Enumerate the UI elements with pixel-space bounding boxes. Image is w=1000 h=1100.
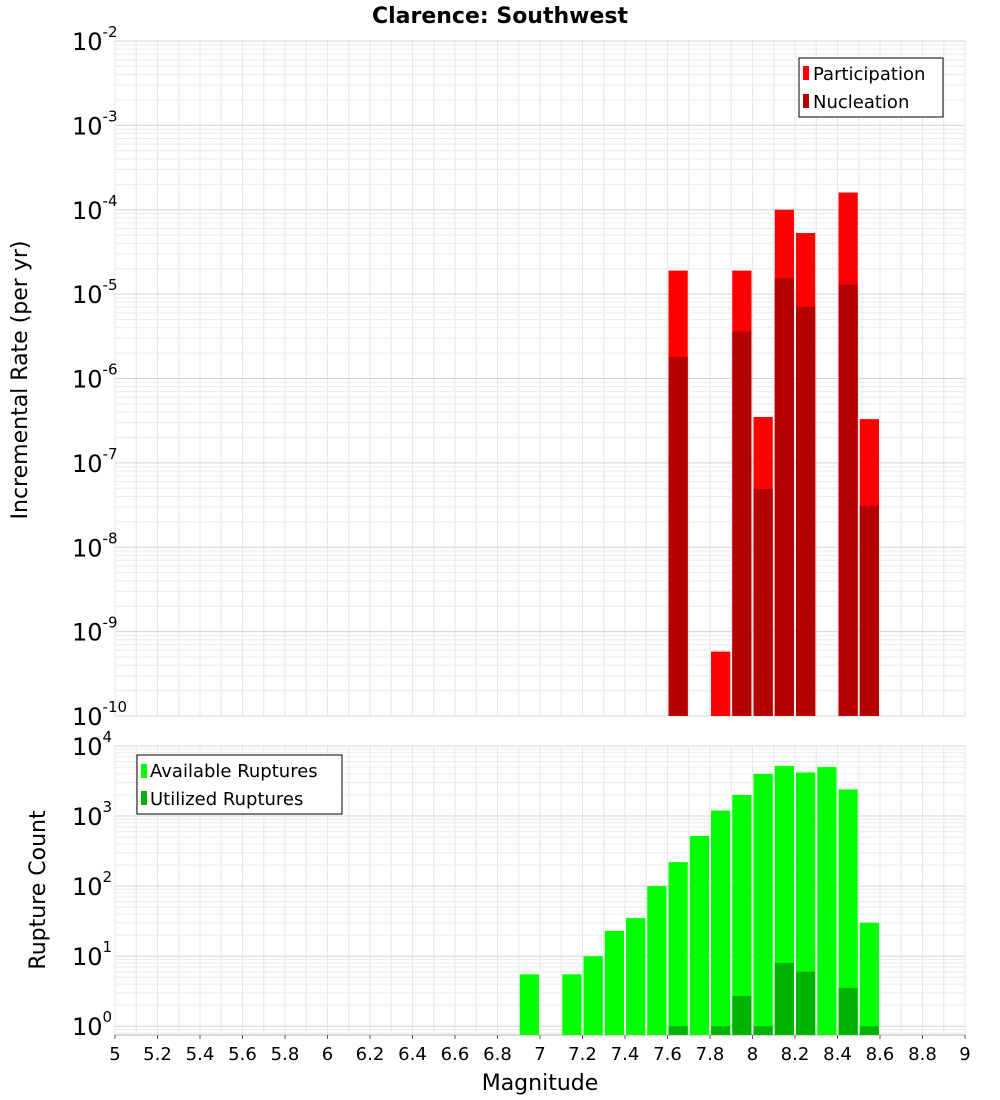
legend-label-nucleation: Nucleation (813, 92, 909, 113)
count-bar-available-ruptures (859, 922, 879, 1035)
x-axis-label: Magnitude (482, 1071, 599, 1096)
bottom-bars (519, 765, 879, 1035)
top-y-tick-labels: 10-10 10-9 10-8 10-7 10-6 10-5 10-4 10-3 10-2 (72, 23, 127, 731)
y-tick-label: 10-2 (72, 23, 118, 56)
y-tick-label: 10-6 (72, 361, 118, 394)
count-bar-available-ruptures (711, 810, 731, 1035)
y-tick-label: 104 (72, 728, 112, 761)
bottom-y-tick-labels: 100 101 102 103 104 (72, 728, 112, 1041)
x-tick-label: 5.4 (186, 1044, 215, 1065)
count-bar-available-ruptures (583, 956, 603, 1035)
rate-bar-participation (711, 651, 731, 716)
legend-label-participation: Participation (813, 64, 925, 85)
rate-bar-nucleation (838, 284, 858, 716)
count-bar-available-ruptures (838, 789, 858, 1035)
x-tick-label: 8 (747, 1044, 758, 1065)
chart-title: Clarence: Southwest (372, 4, 629, 29)
count-bar-available-ruptures (753, 773, 773, 1035)
x-tick-label: 5.8 (271, 1044, 300, 1065)
count-bar-available-ruptures (604, 930, 624, 1035)
legend-swatch-participation (803, 66, 809, 80)
top-legend-box (798, 57, 944, 118)
y-tick-label: 10-10 (72, 698, 127, 731)
y-tick-label: 10-5 (72, 276, 118, 309)
top-gridlines (114, 40, 966, 717)
x-tick-label: 5.2 (143, 1044, 172, 1065)
count-bar-available-ruptures (626, 918, 646, 1035)
x-tick-label: 6 (322, 1044, 333, 1065)
count-bar-utilized-ruptures (838, 988, 858, 1035)
count-bar-utilized-ruptures (753, 1026, 773, 1035)
count-bar-available-ruptures (647, 886, 667, 1035)
count-bar-utilized-ruptures (859, 1026, 879, 1035)
y-tick-label: 10-4 (72, 192, 118, 225)
x-tick-labels: 5 5.2 5.4 5.6 5.8 6 6.2 6.4 6.6 6.8 7 7.2 7.4 7.6 7.8 8… (109, 1035, 971, 1065)
top-legend: Participation Nucleation (798, 57, 944, 118)
y-tick-label: 10-9 (72, 614, 118, 647)
count-bar-utilized-ruptures (668, 1026, 688, 1035)
count-bar-utilized-ruptures (711, 1026, 731, 1035)
legend-swatch-available (141, 764, 147, 778)
x-tick-label: 8.2 (781, 1044, 810, 1065)
rate-bar-nucleation (859, 505, 879, 716)
x-tick-label: 9 (959, 1044, 970, 1065)
y-tick-label: 10-8 (72, 529, 118, 562)
legend-label-available: Available Ruptures (150, 761, 318, 782)
x-tick-label: 6.6 (441, 1044, 470, 1065)
x-tick-label: 7.8 (696, 1044, 725, 1065)
bottom-legend-box (136, 754, 343, 815)
x-tick-label: 6.4 (398, 1044, 427, 1065)
bottom-y-axis-label: Rupture Count (26, 810, 51, 970)
x-tick-label: 7 (534, 1044, 545, 1065)
rate-bar-nucleation (753, 489, 773, 716)
x-tick-label: 6.2 (356, 1044, 385, 1065)
count-bar-available-ruptures (519, 974, 539, 1035)
x-tick-label: 8.4 (823, 1044, 852, 1065)
legend-label-utilized: Utilized Ruptures (150, 789, 303, 810)
x-tick-label: 7.2 (568, 1044, 597, 1065)
count-bar-utilized-ruptures (732, 996, 752, 1035)
x-tick-label: 8.8 (908, 1044, 937, 1065)
bottom-legend: Available Ruptures Utilized Ruptures (136, 754, 343, 815)
count-bar-utilized-ruptures (796, 971, 816, 1035)
count-bar-available-ruptures (562, 974, 582, 1035)
y-tick-label: 10-7 (72, 445, 118, 478)
x-tick-label: 8.6 (866, 1044, 895, 1065)
y-tick-label: 10-3 (72, 107, 118, 140)
y-tick-label: 101 (72, 938, 112, 971)
y-tick-label: 100 (72, 1008, 112, 1041)
x-tick-label: 6.8 (483, 1044, 512, 1065)
count-bar-available-ruptures (796, 772, 816, 1035)
y-tick-label: 102 (72, 868, 112, 901)
rate-bar-nucleation (774, 278, 794, 716)
count-bar-utilized-ruptures (774, 962, 794, 1035)
count-bar-available-ruptures (817, 767, 837, 1035)
top-bars (668, 192, 879, 717)
rate-bar-nucleation (732, 331, 752, 716)
count-bar-available-ruptures (668, 862, 688, 1035)
x-tick-label: 5.6 (228, 1044, 257, 1065)
y-tick-label: 103 (72, 798, 112, 831)
legend-swatch-nucleation (803, 94, 809, 108)
x-tick-label: 5 (109, 1044, 120, 1065)
count-bar-available-ruptures (732, 794, 752, 1035)
count-bar-available-ruptures (689, 835, 709, 1035)
top-y-axis-label: Incremental Rate (per yr) (8, 241, 33, 520)
rate-bar-nucleation (668, 356, 688, 716)
x-tick-label: 7.4 (611, 1044, 640, 1065)
rate-bar-nucleation (796, 306, 816, 716)
legend-swatch-utilized (141, 791, 147, 805)
x-tick-label: 7.6 (653, 1044, 682, 1065)
